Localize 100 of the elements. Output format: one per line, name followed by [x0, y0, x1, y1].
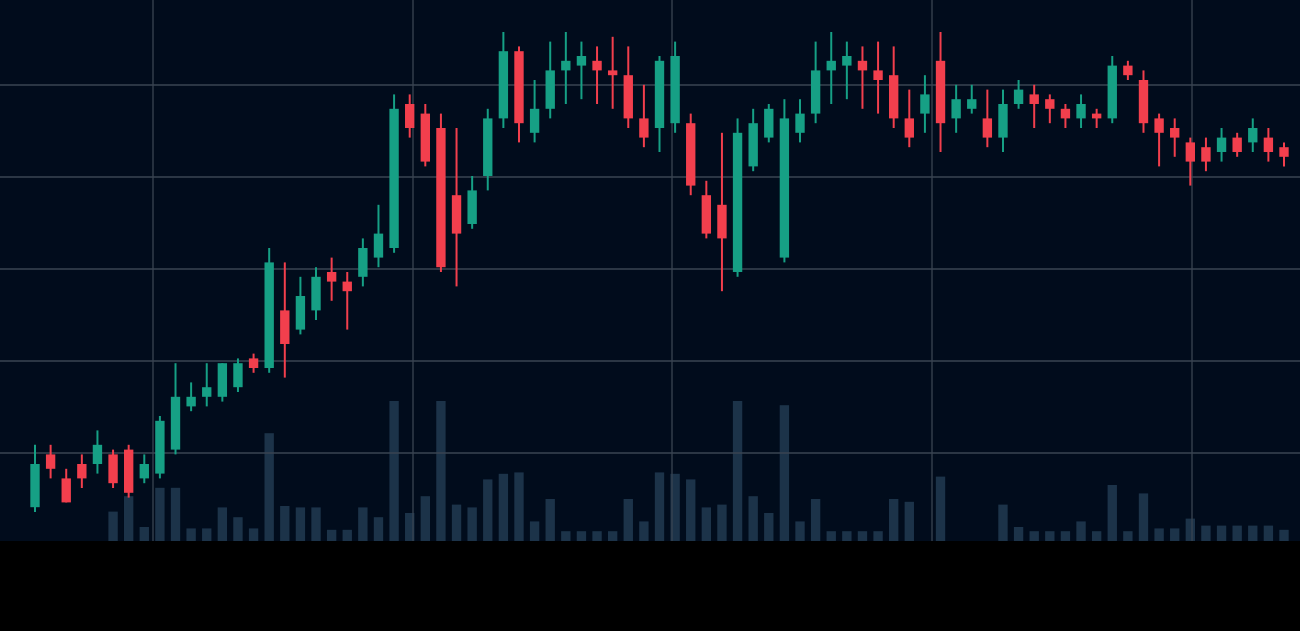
bar: [280, 506, 290, 541]
bar: [717, 504, 727, 541]
bar: [1013, 527, 1024, 541]
bar: [748, 496, 758, 541]
bar: [1107, 485, 1117, 541]
candlestick: [607, 35, 618, 110]
bar: [389, 401, 399, 541]
bar: [701, 507, 712, 541]
bar: [592, 531, 602, 541]
bar: [1154, 528, 1164, 541]
candlestick: [1216, 127, 1227, 163]
bar: [498, 473, 509, 541]
candlestick: [951, 83, 961, 134]
candlestick: [61, 467, 71, 504]
candlestick: [842, 40, 852, 101]
candlestick: [561, 31, 571, 105]
bar: [889, 499, 899, 541]
candlestick: [248, 352, 259, 374]
bar: [810, 499, 821, 541]
bar: [108, 511, 118, 541]
candlestick: [1201, 136, 1211, 173]
bar: [326, 529, 337, 541]
bar: [1029, 531, 1039, 541]
bar: [1279, 529, 1289, 541]
bar: [1060, 531, 1071, 541]
bar: [561, 531, 571, 541]
bar: [1123, 531, 1133, 541]
bar: [217, 507, 228, 541]
bar: [607, 531, 618, 541]
bar: [1045, 531, 1055, 541]
bar: [1076, 521, 1086, 541]
candlestick: [1232, 131, 1242, 158]
bar: [857, 531, 868, 541]
candlestick: [1279, 141, 1289, 168]
candlestick: [795, 98, 805, 144]
bar: [451, 504, 462, 541]
bar: [155, 487, 165, 541]
candlestick: [45, 443, 56, 480]
bar: [295, 507, 306, 541]
bar: [1263, 525, 1274, 541]
candlestick: [826, 31, 836, 105]
bar: [935, 476, 946, 541]
candlestick: [1013, 79, 1024, 110]
bar: [904, 501, 914, 541]
candlestick: [1263, 127, 1274, 163]
candlestick: [1123, 59, 1133, 81]
candlestick: [342, 271, 352, 331]
bar: [545, 499, 555, 541]
bar: [1232, 525, 1242, 541]
bar: [1138, 493, 1149, 541]
bar: [123, 496, 134, 541]
bar: [998, 504, 1008, 541]
bar: [467, 507, 477, 541]
candlestick: [967, 83, 977, 115]
bar: [826, 531, 836, 541]
candlestick: [576, 40, 587, 101]
bar: [514, 472, 524, 541]
candlestick: [1045, 93, 1055, 125]
bar: [795, 521, 805, 541]
candlestick: [904, 88, 914, 149]
candlestick: [1185, 136, 1196, 187]
bar: [1091, 531, 1102, 541]
bar: [842, 531, 852, 541]
bar: [264, 433, 274, 541]
bar: [248, 528, 259, 541]
bar: [139, 527, 149, 541]
bar: [420, 496, 430, 541]
candlestick: [873, 40, 883, 115]
bar: [779, 405, 790, 541]
candlestick: [1076, 93, 1086, 129]
candlestick: [920, 74, 930, 134]
bar: [202, 528, 212, 541]
bar: [483, 479, 493, 541]
bar: [436, 401, 446, 541]
bar: [732, 401, 743, 541]
bar: [654, 472, 665, 541]
candlestick: [405, 93, 415, 139]
candlestick: [92, 429, 103, 475]
bar: [576, 531, 587, 541]
candlestick: [592, 45, 602, 105]
bar: [233, 517, 243, 541]
bar: [623, 499, 633, 541]
bar: [686, 479, 696, 541]
bar: [373, 517, 384, 541]
candlestick: [982, 88, 993, 149]
candlestick: [857, 45, 868, 110]
candlestick: [1060, 103, 1071, 129]
bar: [639, 521, 649, 541]
bar: [311, 507, 321, 541]
bar: [1201, 525, 1211, 541]
bar: [1170, 528, 1180, 541]
candlestick: [233, 357, 243, 393]
candlestick: [1154, 112, 1164, 168]
candlestick: [186, 381, 196, 413]
candlestick: [1248, 117, 1258, 153]
bar: [529, 521, 540, 541]
candlestick: [326, 256, 337, 302]
candlestick: [1029, 83, 1039, 129]
candlestick: [1170, 117, 1180, 158]
candlestick: [139, 453, 149, 485]
